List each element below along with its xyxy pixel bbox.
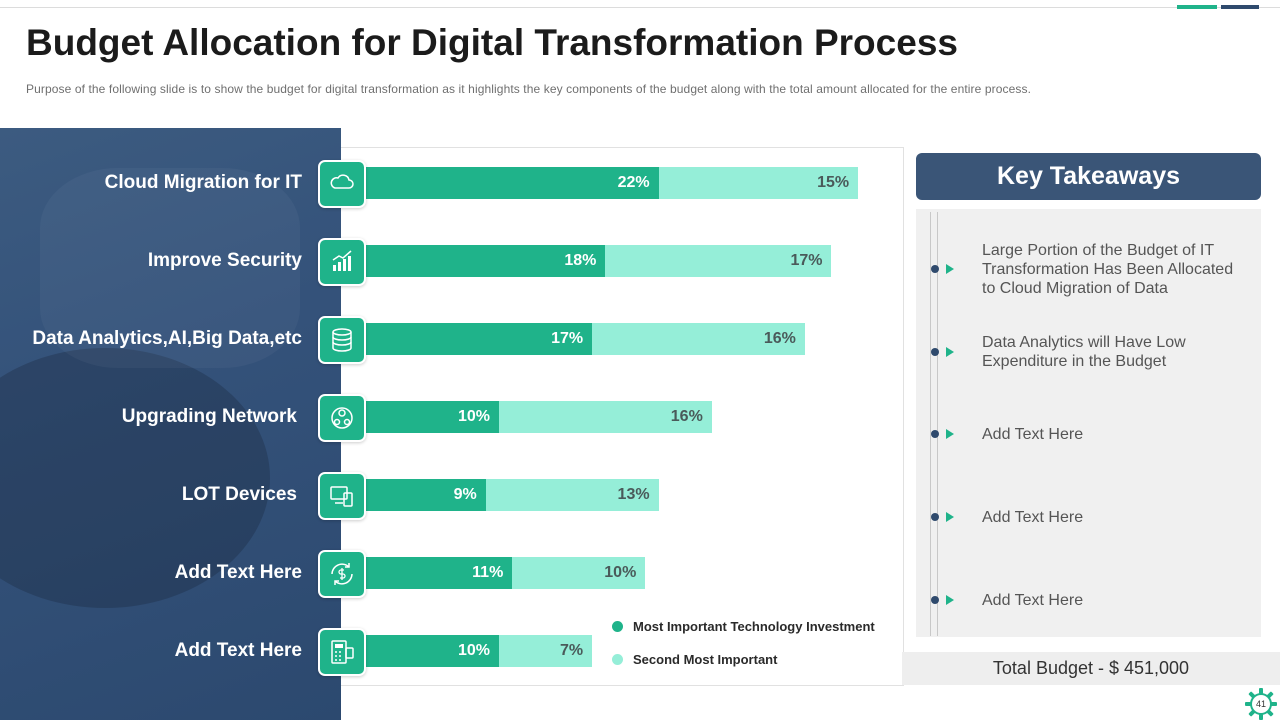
- bar-series-1: 17%: [366, 323, 593, 355]
- database-icon: [318, 316, 366, 364]
- takeaway-item: Large Portion of the Budget of IT Transf…: [982, 242, 1234, 297]
- category-label-lot-devices: LOT Devices: [181, 484, 297, 505]
- bar-series-1: 18%: [366, 245, 606, 277]
- bullet-arrow-icon: [946, 512, 954, 522]
- takeaway-item: Add Text Here: [982, 426, 1084, 443]
- legend-series-1: Most Important Technology Investment: [612, 619, 875, 634]
- category-label-improve-security: Improve Security: [147, 250, 302, 271]
- page-subtitle: Purpose of the following slide is to sho…: [26, 82, 1032, 96]
- category-label-add-text-here: Add Text Here: [174, 640, 302, 661]
- category-label-add-text-here: Add Text Here: [174, 562, 302, 583]
- background-photo-panel: [0, 128, 341, 720]
- cloud-icon: [318, 160, 366, 208]
- calculator-icon: [318, 628, 366, 676]
- bar-series-1: 10%: [366, 635, 499, 667]
- top-divider: [0, 7, 1280, 8]
- legend-dot-series-2: [612, 654, 623, 665]
- bullet-arrow-icon: [946, 595, 954, 605]
- bar-series-1: 22%: [366, 167, 659, 199]
- bar-series-1: 9%: [366, 479, 486, 511]
- legend-dot-series-1: [612, 621, 623, 632]
- bar-series-2: 13%: [485, 479, 659, 511]
- bar-series-1: 10%: [366, 401, 499, 433]
- bullet-dot: [931, 596, 939, 604]
- growth-chart-icon: [318, 238, 366, 286]
- timeline-line: [937, 212, 938, 636]
- category-label-data-analytics-ai-big-data-etc: Data Analytics,AI,Big Data,etc: [32, 328, 302, 349]
- bullet-arrow-icon: [946, 347, 954, 357]
- bullet-arrow-icon: [946, 264, 954, 274]
- takeaway-item: Add Text Here: [982, 592, 1084, 609]
- timeline-line: [930, 212, 931, 636]
- key-takeaways-header: Key Takeaways: [916, 153, 1261, 200]
- takeaway-item: Data Analytics will Have Low Expenditure…: [982, 334, 1186, 370]
- category-label-upgrading-network: Upgrading Network: [121, 406, 297, 427]
- category-label-cloud-migration-for-it: Cloud Migration for IT: [104, 172, 302, 193]
- takeaway-item: Add Text Here: [982, 509, 1084, 526]
- network-icon: [318, 394, 366, 442]
- bullet-dot: [931, 348, 939, 356]
- legend-series-2: Second Most Important: [612, 652, 777, 667]
- key-takeaways-body: [916, 209, 1261, 637]
- page-title: Budget Allocation for Digital Transforma…: [26, 22, 958, 63]
- bullet-dot: [931, 265, 939, 273]
- accent-bar-green: [1177, 5, 1217, 9]
- bar-series-2: 16%: [499, 401, 712, 433]
- bar-series-2: 16%: [592, 323, 805, 355]
- devices-icon: [318, 472, 366, 520]
- bullet-dot: [931, 430, 939, 438]
- bar-series-1: 11%: [366, 557, 513, 589]
- bullet-dot: [931, 513, 939, 521]
- accent-bar-navy: [1221, 5, 1259, 9]
- legend-label-series-1: Most Important Technology Investment: [633, 619, 875, 634]
- legend-label-series-2: Second Most Important: [633, 652, 778, 667]
- gear-icon: [1245, 688, 1277, 720]
- bar-series-2: 7%: [499, 635, 593, 667]
- bar-series-2: 15%: [658, 167, 859, 199]
- page-number: 41: [1255, 699, 1266, 709]
- refresh-money-icon: [318, 550, 366, 598]
- bullet-arrow-icon: [946, 429, 954, 439]
- total-budget: Total Budget - $ 451,000: [902, 652, 1280, 685]
- bar-series-2: 17%: [605, 245, 832, 277]
- bar-series-2: 10%: [512, 557, 646, 589]
